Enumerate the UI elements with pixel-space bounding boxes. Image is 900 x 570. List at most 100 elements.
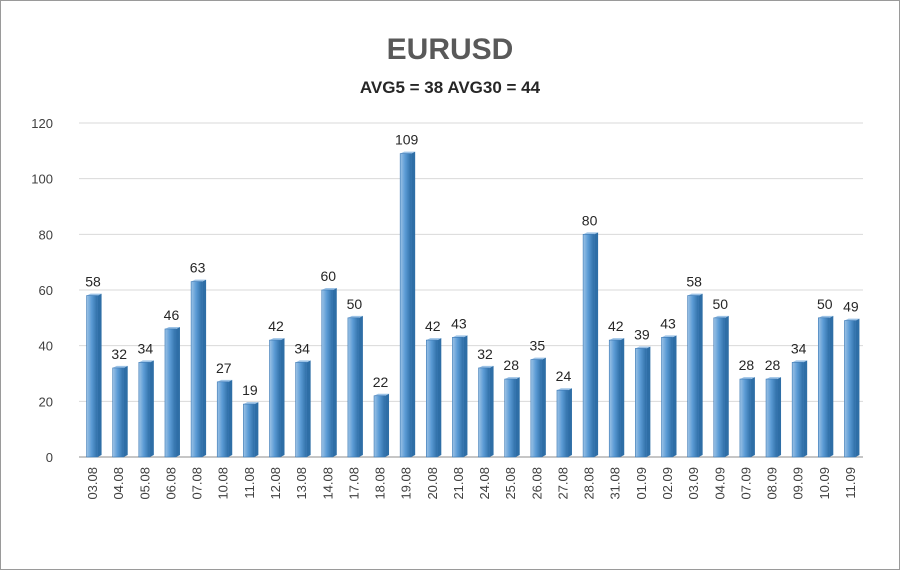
x-tick-label: 20.08 [425,467,440,500]
bar-side [385,393,390,457]
bar [635,346,651,458]
x-tick-label: 27.08 [555,467,570,500]
data-label: 50 [712,296,728,312]
bar [739,377,755,458]
bar-top [635,346,651,349]
bar-side [489,365,494,457]
bar-top [374,393,390,396]
bar [817,315,834,458]
bar-front [739,378,752,458]
x-tick-label: 10.08 [216,467,231,500]
x-tick-label: 14.08 [320,467,335,500]
bar-front [765,378,778,458]
x-tick-label: 13.08 [294,467,309,500]
x-tick-label: 04.08 [111,467,126,500]
bar [556,388,572,458]
bar-front [243,403,255,458]
bar-side [332,288,337,457]
bar-side [437,338,442,457]
gridlines [79,122,863,458]
x-tick-label: 07.08 [190,467,205,500]
bar [243,402,259,458]
bar [687,293,703,458]
chart-subtitle: AVG5 = 38 AVG30 = 44 [360,78,541,97]
bar-front [791,362,804,458]
data-label: 42 [608,318,624,334]
bar [216,379,233,458]
bar [791,360,808,458]
x-tick-label: 19.08 [399,467,414,500]
bar-front [817,317,830,458]
data-label: 28 [765,357,781,373]
bar-top [530,357,546,360]
bar-side [541,357,546,457]
bar-top [556,388,572,391]
bar [373,393,390,458]
bar-top [844,318,860,321]
x-tick-label: 31.08 [608,467,623,500]
bar-front [347,317,360,458]
bar-top [217,379,233,382]
bar-top [243,402,259,405]
bar-side [724,315,729,457]
data-label: 60 [320,268,336,284]
bar-front [504,378,517,458]
bar-side [149,360,154,457]
bar-top [138,360,154,363]
bar-front [687,295,699,458]
data-label: 22 [373,374,389,390]
y-tick-label: 0 [46,450,53,465]
bar-side [750,377,755,457]
bar [765,377,782,458]
bar-front [425,339,438,458]
x-tick-label: 04.09 [712,467,727,500]
bar-front [661,337,673,458]
bar-front [112,367,124,458]
bar-front [164,328,177,458]
data-label: 28 [503,357,519,373]
bar-front [86,295,98,458]
data-label: 39 [634,326,650,342]
bar [844,318,860,458]
data-label: 32 [477,346,493,362]
bar-front [399,153,412,458]
bar [138,360,154,458]
bar [713,315,729,458]
y-tick-label: 100 [31,172,53,187]
bar-front [556,389,569,458]
data-label: 42 [268,318,284,334]
bar-side [672,335,677,457]
bar-front [373,395,386,458]
bar-side [646,346,651,457]
bar [190,279,207,458]
x-tick-label: 24.08 [477,467,492,500]
data-label: 43 [660,315,676,331]
x-tick-label: 18.08 [373,467,388,500]
y-tick-label: 60 [39,283,53,298]
bar-top [583,232,599,235]
bar [661,335,677,458]
bar-top [504,377,520,380]
data-label: 28 [739,357,755,373]
bar-front [216,381,229,458]
bar-front [138,362,151,458]
bar [347,315,363,458]
bar-front [530,359,543,458]
bar-top [661,335,677,338]
bar-front [269,339,281,458]
x-tick-label: 21.08 [451,467,466,500]
bar [530,357,546,458]
bar [478,365,494,458]
bar-top [112,365,128,368]
data-label: 32 [111,346,127,362]
bar-top [269,338,285,341]
x-tick-label: 03.08 [85,467,100,500]
bar-side [306,360,311,457]
bar-top [347,315,363,318]
x-tick-label: 03.09 [686,467,701,500]
bar-side [855,318,860,457]
bar [295,360,311,458]
x-tick-label: 06.08 [163,467,178,500]
data-label: 24 [556,368,572,384]
